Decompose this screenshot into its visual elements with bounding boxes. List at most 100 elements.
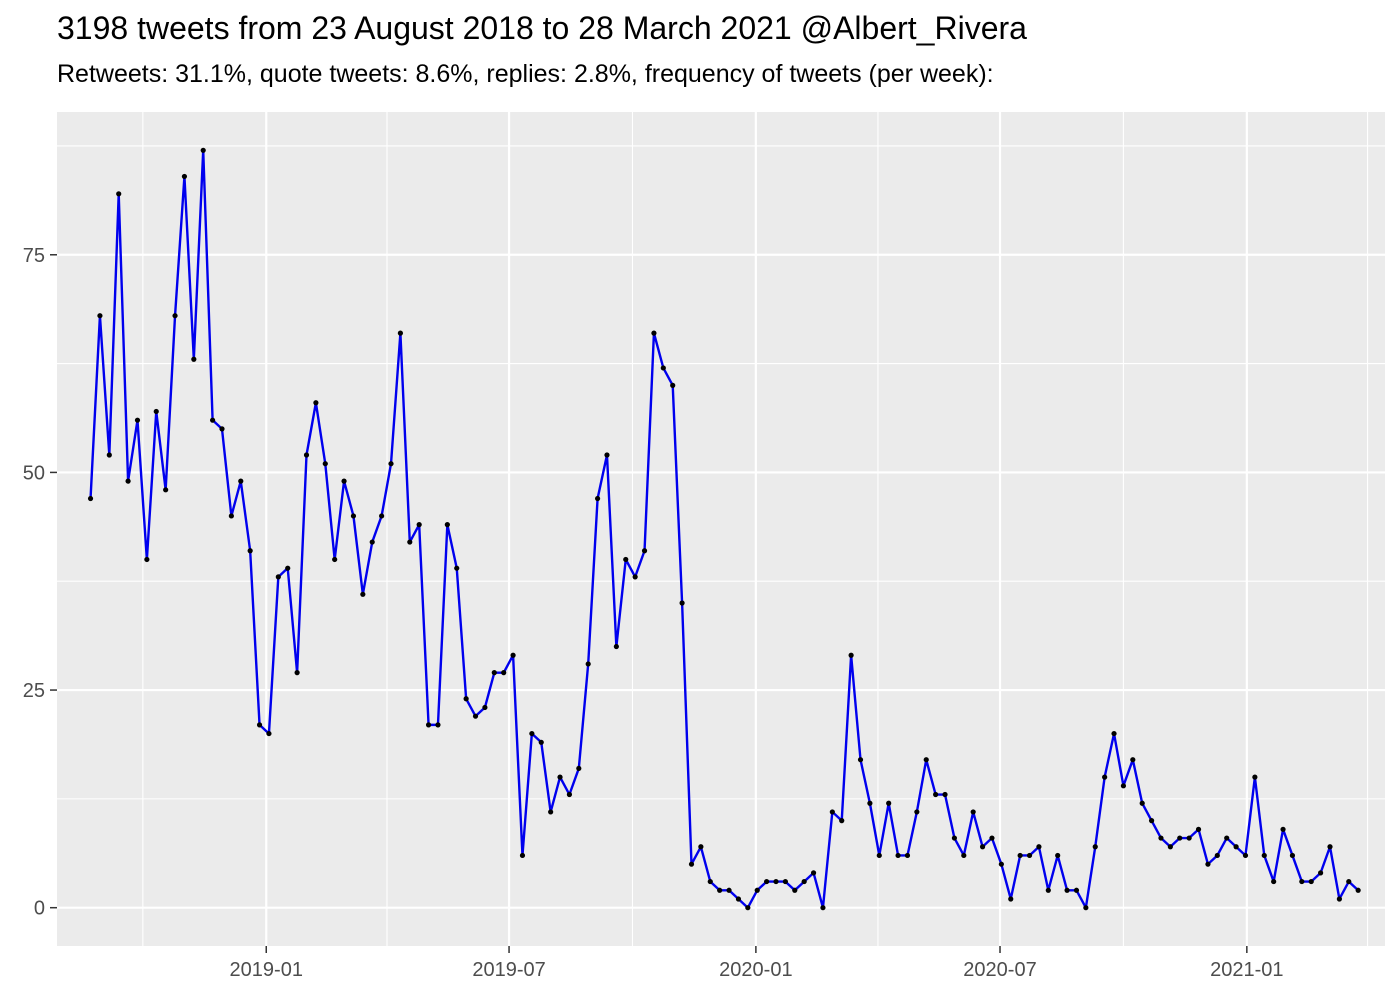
y-tick-label: 75 — [23, 245, 45, 267]
data-point — [303, 452, 310, 458]
data-point — [397, 330, 403, 336]
data-point — [604, 452, 610, 458]
data-point — [933, 791, 939, 798]
data-point — [1233, 844, 1239, 850]
data-point — [1252, 774, 1258, 780]
data-point — [1308, 878, 1314, 885]
data-point — [228, 513, 234, 519]
data-point — [754, 887, 760, 893]
data-point — [1017, 852, 1023, 859]
data-point — [632, 574, 638, 580]
data-point — [1186, 835, 1192, 841]
data-point — [294, 670, 300, 676]
data-point — [698, 844, 704, 850]
data-point — [200, 147, 206, 153]
data-point — [369, 539, 375, 545]
data-point — [979, 844, 986, 850]
data-point — [923, 757, 929, 763]
data-point — [538, 739, 544, 745]
data-point — [1318, 870, 1324, 876]
data-point — [463, 696, 469, 702]
data-point — [1045, 887, 1051, 893]
data-point — [472, 713, 479, 719]
data-point — [1008, 896, 1014, 902]
x-tick-label: 2021-01 — [1210, 959, 1283, 981]
data-point — [735, 896, 742, 902]
data-point — [641, 548, 648, 554]
data-point — [951, 835, 958, 841]
data-point — [106, 452, 112, 458]
data-point — [707, 878, 713, 885]
data-point — [435, 722, 441, 728]
data-point — [904, 852, 911, 859]
data-point — [970, 809, 976, 815]
data-point — [1195, 826, 1202, 832]
chart-title: 3198 tweets from 23 August 2018 to 28 Ma… — [57, 10, 1027, 46]
data-point — [350, 513, 357, 519]
data-point — [247, 548, 253, 554]
data-point — [942, 791, 948, 798]
data-point — [172, 313, 178, 319]
data-point — [989, 835, 995, 841]
data-point — [379, 513, 385, 519]
data-point — [1092, 844, 1098, 850]
data-point — [1242, 852, 1249, 859]
plot-panel — [57, 112, 1385, 946]
data-point — [87, 495, 94, 502]
data-point — [425, 722, 432, 728]
data-point — [857, 757, 864, 763]
data-point — [1280, 826, 1286, 832]
data-point — [116, 191, 122, 197]
data-point — [238, 478, 244, 484]
data-point — [801, 878, 807, 885]
data-point — [454, 565, 460, 571]
data-point — [219, 426, 225, 432]
data-point — [848, 652, 854, 658]
data-point — [660, 365, 666, 371]
data-point — [191, 356, 197, 362]
data-point — [1214, 852, 1220, 859]
data-point — [153, 408, 159, 415]
data-point — [613, 643, 619, 650]
data-point — [1167, 844, 1173, 850]
data-point — [529, 730, 535, 737]
data-point — [1083, 905, 1089, 911]
data-point — [1130, 757, 1136, 763]
data-point — [491, 670, 497, 676]
data-point — [961, 852, 967, 859]
x-tick-label: 2019-01 — [230, 959, 303, 981]
data-point — [1261, 852, 1267, 859]
data-point — [125, 478, 131, 484]
data-point — [256, 722, 263, 728]
data-point — [388, 461, 394, 467]
data-point — [594, 495, 601, 502]
data-point — [717, 887, 723, 893]
data-point — [1299, 878, 1305, 885]
data-point — [1355, 887, 1361, 893]
data-point — [867, 800, 873, 806]
x-tick-label: 2020-07 — [963, 959, 1036, 981]
data-point — [914, 809, 920, 815]
data-point — [210, 417, 216, 423]
data-point — [585, 661, 591, 667]
y-tick-label: 25 — [23, 680, 45, 702]
data-point — [1026, 852, 1033, 859]
data-point — [519, 852, 526, 859]
data-point — [1205, 861, 1211, 867]
data-point — [322, 461, 328, 467]
data-point — [745, 905, 751, 911]
data-point — [1158, 835, 1164, 841]
x-tick-label: 2020-01 — [719, 959, 792, 981]
data-point — [181, 173, 188, 180]
data-point — [1289, 852, 1296, 859]
data-point — [670, 382, 676, 388]
data-point — [782, 878, 788, 885]
data-point — [764, 878, 770, 885]
data-point — [820, 905, 826, 911]
y-tick-label: 0 — [34, 898, 45, 920]
data-point — [998, 861, 1004, 867]
data-point — [623, 556, 629, 563]
series-line — [89, 149, 1360, 909]
data-point — [1224, 835, 1230, 841]
